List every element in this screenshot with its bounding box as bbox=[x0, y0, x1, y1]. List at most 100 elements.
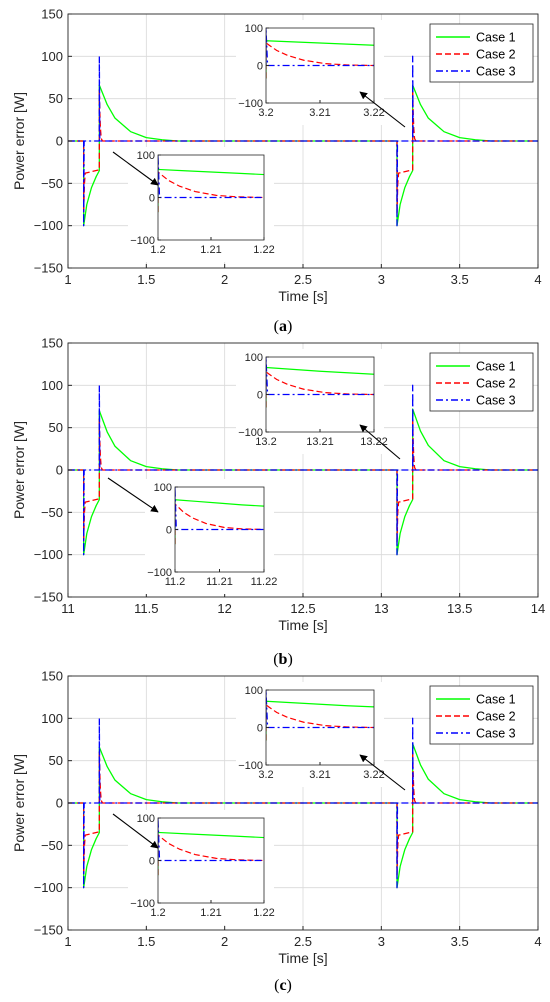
inset-background bbox=[236, 20, 384, 125]
figure-caption-c: (c) bbox=[274, 977, 292, 994]
y-axis-label: Power error [W] bbox=[11, 92, 27, 190]
inset-x-tick-label: 1.21 bbox=[200, 907, 221, 919]
series-line-1 bbox=[266, 40, 374, 79]
inset: 13.2 13.21 13.22 −100 0 100 bbox=[236, 349, 388, 454]
inset: 1.2 1.21 1.22 −100 0 100 bbox=[128, 810, 275, 925]
x-tick-label: 12 bbox=[217, 601, 231, 616]
legend-label: Case 2 bbox=[476, 710, 516, 724]
x-tick-label: 12.5 bbox=[290, 601, 315, 616]
inset-x-tick-label: 11.21 bbox=[206, 576, 233, 588]
legend: Case 1 Case 2 Case 3 bbox=[429, 685, 534, 745]
series-line-3 bbox=[158, 155, 264, 199]
series-line-1 bbox=[266, 700, 374, 741]
inset-x-tick-label: 13.21 bbox=[306, 436, 334, 448]
inset-x-tick-label: 1.2 bbox=[150, 244, 165, 256]
inset-y-tick-label: −100 bbox=[130, 898, 155, 910]
y-axis-label: Power error [W] bbox=[11, 421, 27, 519]
legend-label: Case 1 bbox=[476, 693, 516, 707]
y-tick-label: 150 bbox=[41, 336, 63, 351]
series-line-2 bbox=[158, 171, 264, 212]
x-tick-label: 13.5 bbox=[447, 601, 472, 616]
caption-close: ) bbox=[287, 651, 292, 668]
x-tick-label: 14 bbox=[531, 601, 545, 616]
inset-y-tick-label: 100 bbox=[154, 482, 172, 494]
x-tick-label: 13 bbox=[374, 601, 388, 616]
x-axis-label: Time [s] bbox=[278, 950, 327, 966]
series-line-3 bbox=[68, 384, 538, 556]
figure-caption-b: (b) bbox=[273, 651, 293, 668]
inset-background bbox=[145, 479, 274, 594]
inset-y-tick-label: −100 bbox=[130, 235, 155, 247]
series-line-3 bbox=[68, 717, 538, 889]
inset-x-tick-label: 3.2 bbox=[258, 769, 273, 781]
x-tick-label: 11.5 bbox=[134, 601, 158, 616]
y-tick-label: 100 bbox=[41, 711, 63, 726]
inset-x-tick-label: 11.2 bbox=[165, 576, 186, 588]
y-tick-label: −50 bbox=[41, 838, 63, 853]
x-axis-label: Time [s] bbox=[278, 617, 327, 633]
caption-letter: a bbox=[279, 318, 287, 335]
inset-y-tick-label: 0 bbox=[257, 723, 263, 735]
x-tick-label: 11 bbox=[61, 601, 75, 616]
series-line-3 bbox=[266, 357, 374, 396]
inset-x-tick-label: 3.21 bbox=[309, 769, 330, 781]
y-tick-label: −100 bbox=[34, 880, 63, 895]
legend: Case 1 Case 2 Case 3 bbox=[429, 352, 534, 412]
y-tick-label: −100 bbox=[34, 547, 63, 562]
x-tick-label: 4 bbox=[534, 934, 541, 949]
series-line-2 bbox=[68, 89, 538, 214]
legend-label: Case 3 bbox=[476, 65, 516, 79]
y-tick-label: 150 bbox=[41, 669, 63, 684]
series-line-1 bbox=[175, 499, 264, 545]
series-line-3 bbox=[158, 818, 264, 862]
legend-box bbox=[429, 352, 534, 412]
series-line-3 bbox=[68, 55, 538, 227]
x-tick-label: 3.5 bbox=[451, 934, 469, 949]
y-tick-label: 0 bbox=[56, 796, 63, 811]
series-line-1 bbox=[158, 831, 264, 876]
caption-close: ) bbox=[287, 977, 292, 994]
caption-letter: b bbox=[279, 651, 288, 668]
inset-background bbox=[128, 810, 274, 925]
inset-y-tick-label: 100 bbox=[245, 685, 263, 697]
zoom-arrow bbox=[107, 477, 159, 513]
inset-x-tick-label: 1.21 bbox=[200, 244, 221, 256]
y-tick-label: 50 bbox=[49, 420, 63, 435]
inset-y-tick-label: −100 bbox=[147, 567, 172, 579]
x-tick-label: 1.5 bbox=[137, 272, 155, 287]
y-tick-label: 100 bbox=[41, 378, 63, 393]
inset-x-tick-label: 1.22 bbox=[253, 907, 274, 919]
inset-x-tick-label: 11.22 bbox=[251, 576, 278, 588]
x-tick-label: 3 bbox=[378, 934, 385, 949]
legend: Case 1 Case 2 Case 3 bbox=[429, 23, 534, 83]
legend-label: Case 2 bbox=[476, 377, 516, 391]
inset-y-tick-label: −100 bbox=[238, 760, 263, 772]
inset-y-tick-label: −100 bbox=[238, 98, 263, 110]
inset-y-tick-label: 100 bbox=[137, 150, 155, 162]
inset-y-tick-label: 100 bbox=[137, 813, 155, 825]
inset-y-tick-label: 100 bbox=[245, 23, 263, 35]
series-line-2 bbox=[158, 834, 264, 875]
x-tick-label: 1 bbox=[64, 272, 71, 287]
series-line-3 bbox=[266, 690, 374, 729]
series-line-3 bbox=[266, 28, 374, 67]
x-tick-label: 2 bbox=[221, 934, 228, 949]
inset-x-tick-label: 3.22 bbox=[363, 107, 384, 119]
y-tick-label: 0 bbox=[56, 463, 63, 478]
zoom-arrow bbox=[359, 91, 406, 128]
inset-y-tick-label: 0 bbox=[166, 525, 172, 537]
inset: 11.2 11.21 11.22 −100 0 100 bbox=[145, 479, 277, 594]
inset-background bbox=[128, 147, 274, 262]
inset-x-tick-label: 13.22 bbox=[360, 436, 388, 448]
inset-x-tick-label: 1.22 bbox=[253, 244, 274, 256]
inset-y-tick-label: −100 bbox=[238, 427, 263, 439]
caption-open: ( bbox=[274, 318, 279, 335]
legend-label: Case 1 bbox=[476, 360, 516, 374]
series-line-3 bbox=[175, 487, 264, 531]
inset-y-tick-label: 0 bbox=[257, 390, 263, 402]
caption-letter: c bbox=[279, 977, 286, 994]
legend-label: Case 2 bbox=[476, 48, 516, 62]
zoom-arrow bbox=[112, 151, 159, 186]
inset: 3.2 3.21 3.22 −100 0 100 bbox=[236, 20, 385, 125]
